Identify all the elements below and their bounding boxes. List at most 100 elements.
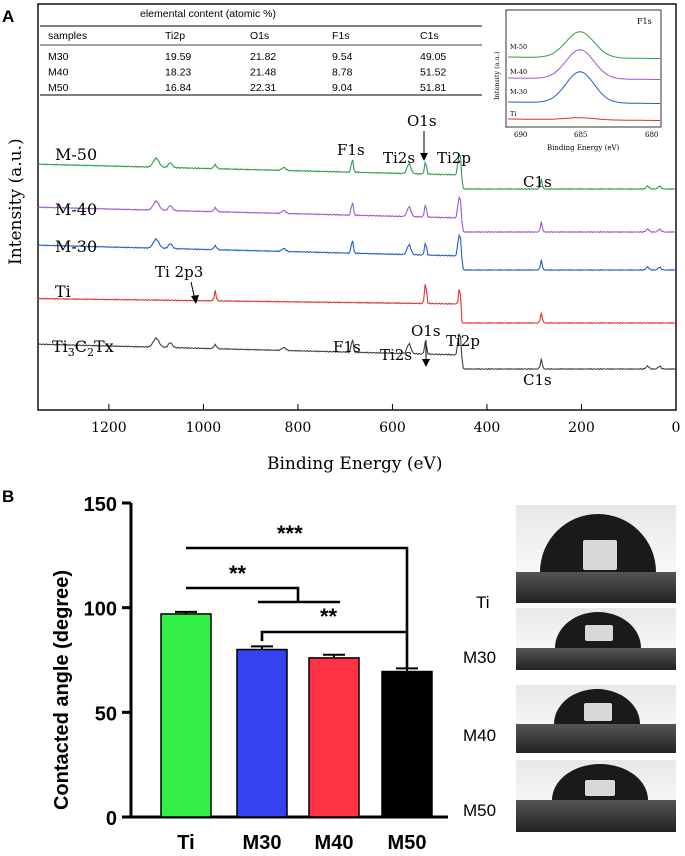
- panel-a-label: A: [2, 7, 14, 26]
- series-label-ti: Ti: [55, 282, 71, 301]
- peak-label-f1s: F1s: [337, 141, 365, 159]
- table-cell: 16.84: [165, 82, 191, 94]
- bar: [160, 613, 212, 818]
- table-header-cell: F1s: [332, 30, 350, 42]
- inset-xtick: 680: [645, 131, 658, 139]
- bar-ylabel: Contacted angle (degree): [51, 570, 73, 810]
- bar-ytick-label: 0: [106, 808, 117, 830]
- series-label-m40: M-40: [55, 200, 97, 219]
- significance-label: **: [229, 561, 247, 586]
- f1s-inset: F1s Intensity (a.u.) 690 685 680 Binding…: [493, 9, 662, 152]
- o1s-arrow-head: [422, 359, 430, 367]
- table-caption: elemental content (atomic %): [140, 8, 276, 20]
- table-header-cell: O1s: [250, 30, 269, 42]
- xps-xtick-label: 0: [672, 420, 681, 436]
- inset-ylabel: Intensity (a.u.): [493, 51, 501, 100]
- inset-frame: [505, 9, 662, 128]
- xps-xtick-label: 600: [379, 420, 406, 436]
- bar-category-label: M50: [388, 832, 427, 854]
- elemental-table: elemental content (atomic %) samples Ti2p…: [40, 8, 482, 96]
- xps-series-line: [37, 233, 677, 272]
- series-label-m30: M-30: [55, 237, 97, 256]
- inset-xtick: 685: [574, 131, 587, 139]
- bar-ytick-label: 150: [84, 494, 117, 516]
- table-cell: 21.82: [250, 51, 276, 63]
- table-header-cell: Ti2p: [165, 30, 185, 42]
- xps-series-line: [37, 284, 677, 325]
- inset-xtick: 690: [514, 131, 527, 139]
- xps-series-line: [37, 152, 677, 191]
- table-cell: M30: [48, 51, 69, 63]
- table-header-cell: samples: [48, 30, 87, 42]
- peak-label-c1s: C1s: [523, 173, 552, 191]
- table-cell: 51.81: [420, 82, 446, 94]
- table-cell: M40: [48, 67, 69, 79]
- inset-series-label: M-50: [510, 43, 527, 51]
- significance-label: **: [320, 604, 338, 629]
- droplet-highlight: [583, 540, 617, 570]
- table-cell: 22.31: [250, 82, 276, 94]
- peak-label-c1s: C1s: [523, 371, 552, 389]
- bar-category-label: Ti: [177, 832, 194, 854]
- inset-series-line: [508, 49, 660, 80]
- peak-label-f1s: F1s: [333, 338, 361, 356]
- bar-ytick-label: 100: [84, 599, 117, 621]
- droplet-images: [516, 505, 676, 832]
- table-cell: 9.54: [332, 51, 353, 63]
- xps-ylabel: Intensity (a.u.): [6, 138, 26, 265]
- substrate: [516, 572, 676, 603]
- xps-plot-frame: [37, 3, 677, 411]
- peak-label-o1s: O1s: [407, 112, 437, 130]
- xps-series-line: [37, 332, 677, 371]
- series-label-m50: M-50: [55, 145, 97, 164]
- inset-xlabel: Binding Energy (eV): [547, 144, 620, 152]
- significance-bracket: [186, 546, 409, 669]
- substrate: [516, 800, 676, 832]
- table-cell: 21.48: [250, 67, 276, 79]
- significance-bracket: [186, 586, 300, 602]
- inset-series-label: M-40: [510, 68, 527, 76]
- table-header-cell: C1s: [420, 30, 439, 42]
- peak-label-ti2p: Ti2p: [446, 332, 480, 350]
- inset-series-line: [508, 31, 660, 59]
- xps-xtick-label: 800: [285, 420, 312, 436]
- peak-label-o1s: O1s: [411, 322, 441, 340]
- droplet-highlight: [584, 703, 612, 721]
- substrate: [516, 724, 676, 753]
- significance-bracket: [260, 630, 407, 641]
- panel-b-label: B: [2, 487, 14, 506]
- xps-xtick-label: 1000: [186, 420, 222, 436]
- xps-xlabel: Binding Energy (eV): [267, 454, 442, 474]
- bar-ytick-label: 50: [95, 703, 117, 725]
- xps-series-line: [37, 195, 677, 234]
- table-cell: M50: [48, 82, 69, 94]
- peak-label-ti2p: Ti2p: [437, 149, 471, 167]
- xps-xaxis-ticks: 1200 1000 800 600 400 200 0: [91, 404, 680, 436]
- droplet-label-m30: M30: [463, 648, 496, 667]
- xps-xtick-label: 400: [474, 420, 501, 436]
- table-cell: 8.78: [332, 67, 353, 79]
- inset-series-label: M-30: [510, 88, 527, 96]
- table-cell: 18.23: [165, 67, 191, 79]
- bar-category-label: M30: [243, 832, 282, 854]
- contact-angle-chart: Contacted angle (degree) 0 50 100 150 Ti M30…: [51, 494, 448, 854]
- o1s-arrow-head: [420, 153, 428, 161]
- droplet-label-m40: M40: [463, 726, 496, 745]
- bar: [308, 657, 360, 818]
- inset-series-line: [508, 71, 660, 104]
- inset-series-line: [508, 117, 660, 121]
- droplet-label-m50: M50: [463, 801, 496, 820]
- table-cell: 51.52: [420, 67, 446, 79]
- substrate: [516, 648, 676, 670]
- xps-spectra: [37, 152, 677, 371]
- inset-title: F1s: [637, 17, 652, 26]
- significance-label: ***: [277, 521, 303, 546]
- series-label-ti3c2tx: Ti3C2Tx: [52, 337, 114, 359]
- peak-label-ti2s: Ti2s: [383, 149, 415, 167]
- droplet-highlight: [585, 625, 613, 641]
- bar: [236, 648, 288, 818]
- peak-label-ti2p3: Ti 2p3: [155, 263, 203, 281]
- ti2p3-arrow-head: [191, 295, 199, 304]
- table-cell: 19.59: [165, 51, 191, 63]
